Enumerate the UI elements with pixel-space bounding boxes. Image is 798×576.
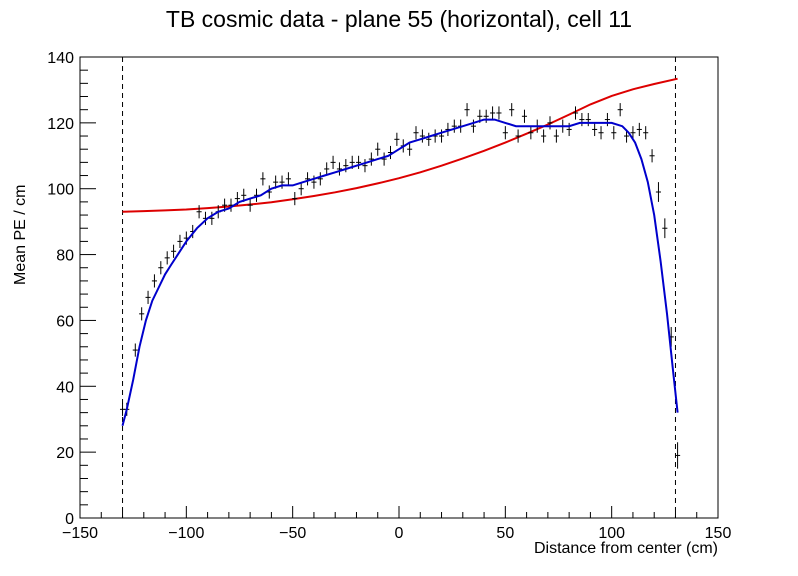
data-point <box>426 132 432 146</box>
data-point <box>643 126 649 140</box>
data-point <box>572 106 579 120</box>
data-point <box>541 129 547 143</box>
data-point <box>438 129 445 143</box>
data-point <box>579 112 585 127</box>
data-point <box>675 442 681 469</box>
data-point <box>611 126 617 140</box>
data-point <box>362 159 368 173</box>
y-tick-label: 140 <box>47 50 74 67</box>
data-point <box>413 126 419 140</box>
data-point <box>298 182 304 196</box>
data-point <box>490 106 496 120</box>
y-axis-label: Mean PE / cm <box>12 184 29 285</box>
data-point <box>464 103 470 117</box>
data-point <box>330 155 336 169</box>
data-point <box>617 103 623 117</box>
data-point <box>305 172 311 186</box>
y-tick-label: 100 <box>47 182 74 199</box>
data-point <box>317 172 323 186</box>
data-point <box>553 129 559 143</box>
data-point <box>151 274 157 288</box>
data-point <box>509 103 515 117</box>
data-point <box>381 152 387 166</box>
data-point <box>145 290 151 304</box>
data-point <box>470 119 476 133</box>
y-tick-label: 20 <box>56 445 74 462</box>
data-point <box>336 162 343 176</box>
data-point <box>368 152 374 166</box>
chart-title: TB cosmic data - plane 55 (horizontal), … <box>165 6 633 32</box>
data-point <box>311 175 317 189</box>
x-axis-label: Distance from center (cm) <box>533 540 718 557</box>
data-point <box>260 172 266 186</box>
data-point <box>356 155 362 169</box>
y-tick-label: 120 <box>47 116 74 133</box>
data-point <box>324 162 330 176</box>
data-point <box>375 142 381 156</box>
y-tick-label: 40 <box>56 379 74 396</box>
data-point <box>196 205 202 219</box>
data-point <box>662 218 668 239</box>
x-tick-label: 50 <box>496 525 514 542</box>
data-point <box>566 122 572 137</box>
data-point <box>158 261 164 275</box>
data-point <box>547 116 553 130</box>
y-tick-label: 0 <box>65 511 74 528</box>
red-fit-curve <box>122 77 678 213</box>
blue-fit-curve <box>121 118 679 427</box>
data-point <box>521 109 528 123</box>
data-point <box>585 112 591 127</box>
data-point <box>247 198 253 212</box>
x-tick-label: −150 <box>62 525 98 542</box>
data-point <box>483 109 489 123</box>
data-point <box>592 122 598 137</box>
data-point <box>407 142 413 156</box>
data-point <box>528 126 534 140</box>
data-point <box>292 192 298 206</box>
data-point <box>209 211 215 225</box>
data-point <box>177 234 183 248</box>
data-point <box>649 149 655 163</box>
data-point <box>343 159 349 173</box>
x-tick-label: 150 <box>705 525 732 542</box>
x-tick-label: −100 <box>168 525 204 542</box>
data-point <box>636 122 642 137</box>
x-tick-label: 100 <box>598 525 625 542</box>
data-point <box>502 126 508 140</box>
data-point <box>598 126 604 140</box>
data-point <box>164 251 170 265</box>
data-point <box>285 172 291 186</box>
data-point <box>394 132 400 146</box>
data-point <box>630 126 636 140</box>
data-point <box>515 129 521 143</box>
data-point <box>451 119 457 133</box>
data-point <box>171 244 177 258</box>
y-tick-label: 80 <box>56 248 74 265</box>
data-point <box>496 106 502 120</box>
data-point <box>139 307 145 321</box>
data-point <box>279 175 285 189</box>
data-point <box>604 112 610 127</box>
data-point <box>655 182 662 202</box>
x-tick-label: −50 <box>279 525 306 542</box>
data-point <box>132 343 138 357</box>
x-tick-label: 0 <box>395 525 404 542</box>
y-tick-label: 60 <box>56 313 74 330</box>
data-point <box>419 129 425 143</box>
